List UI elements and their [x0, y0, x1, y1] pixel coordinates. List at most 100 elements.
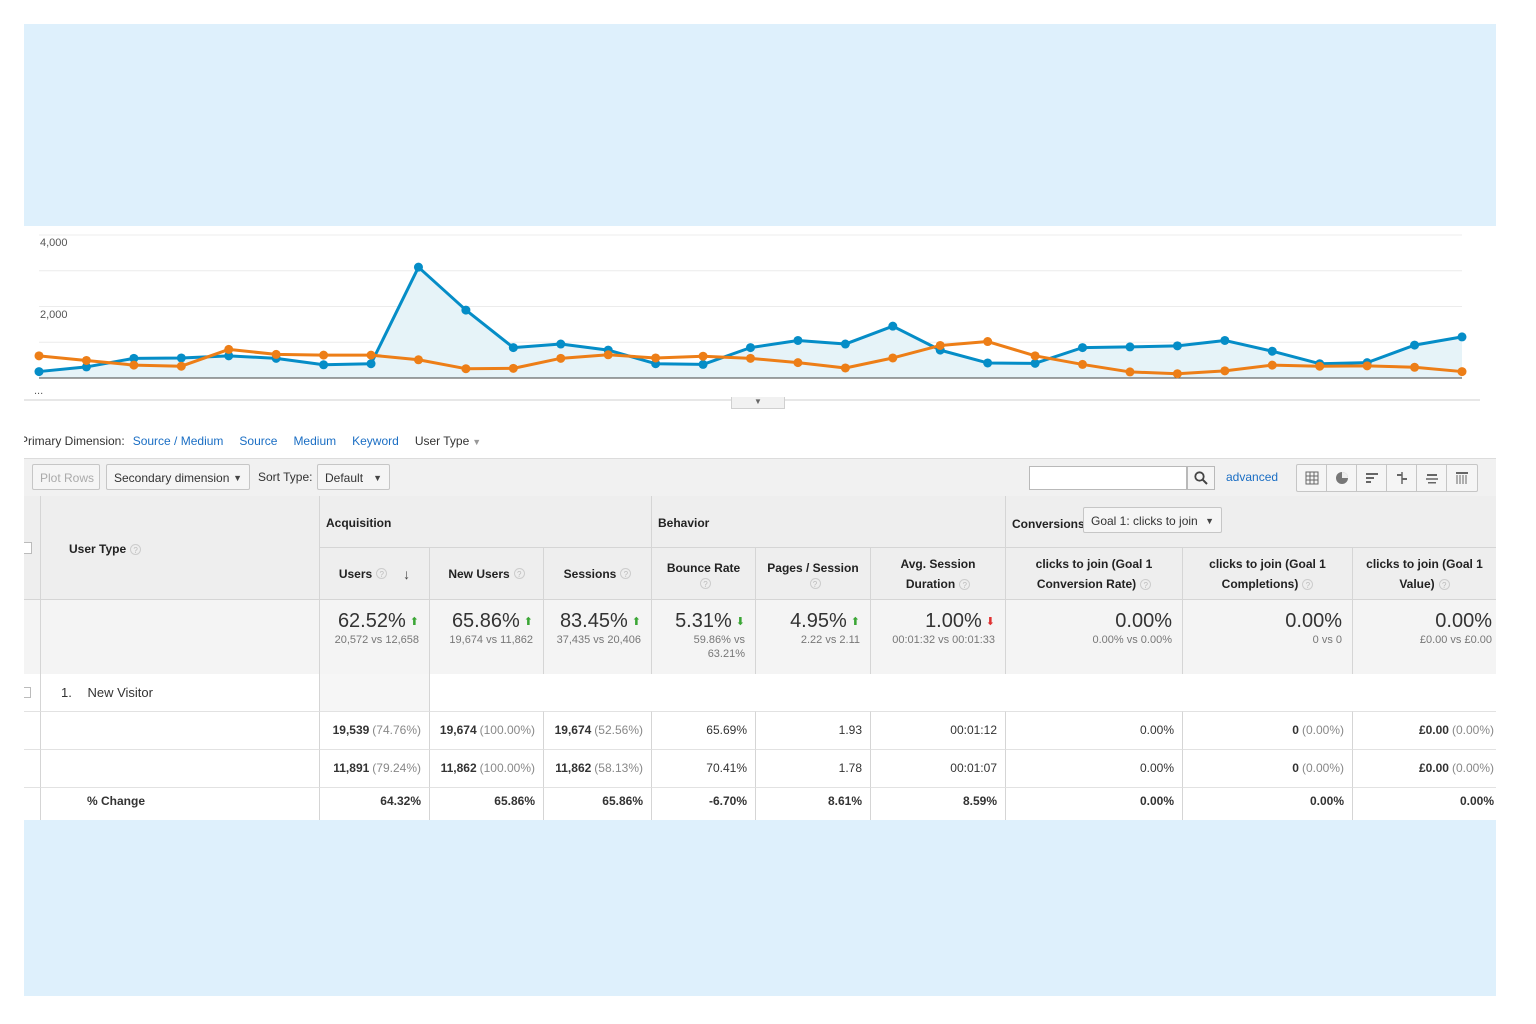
data-point[interactable]	[1125, 367, 1135, 377]
data-point[interactable]	[651, 353, 661, 363]
data-point[interactable]	[1172, 341, 1182, 351]
advanced-filter-link[interactable]: advanced	[1226, 470, 1279, 484]
col-header-sessions[interactable]: Sessions?	[543, 548, 651, 600]
data-point[interactable]	[1457, 367, 1467, 377]
col-header-avg-session-duration[interactable]: Avg. Session Duration?	[870, 548, 1005, 600]
comparison-view-button[interactable]	[1387, 465, 1417, 491]
dimension-link-keyword[interactable]: Keyword	[352, 434, 399, 448]
term-cloud-view-button[interactable]	[1417, 465, 1447, 491]
help-icon[interactable]: ?	[809, 578, 821, 589]
sort-descending-icon[interactable]: ↓	[403, 565, 411, 582]
data-point[interactable]	[603, 350, 613, 360]
col-header-users[interactable]: Users? ↓	[319, 548, 429, 600]
data-point[interactable]	[271, 349, 281, 359]
dimension-link-source-medium[interactable]: Source / Medium	[132, 434, 224, 448]
goal-selector-dropdown[interactable]: Goal 1: clicks to join ▼	[1083, 507, 1222, 533]
data-point[interactable]	[176, 361, 186, 371]
data-point[interactable]	[698, 359, 708, 369]
data-point[interactable]	[1410, 340, 1420, 350]
col-header-goal-conversion-rate[interactable]: clicks to join (Goal 1 Conversion Rate)?	[1005, 548, 1182, 600]
row-checkbox[interactable]	[24, 687, 31, 698]
data-point[interactable]	[888, 353, 898, 363]
help-icon[interactable]: ?	[1140, 578, 1152, 590]
data-point[interactable]	[1267, 346, 1277, 356]
data-point[interactable]	[224, 344, 234, 354]
data-point[interactable]	[81, 355, 91, 365]
data-point[interactable]	[413, 262, 423, 272]
col-header-new-users[interactable]: New Users?	[429, 548, 543, 600]
data-point[interactable]	[746, 343, 755, 353]
data-point[interactable]	[983, 358, 993, 368]
data-point[interactable]	[1220, 366, 1230, 376]
pie-view-button[interactable]	[1327, 465, 1357, 491]
cell-value: 11,862	[440, 761, 477, 775]
cell-value: 0	[1292, 761, 1299, 775]
data-point[interactable]	[935, 340, 945, 350]
data-point[interactable]	[888, 321, 898, 331]
help-icon[interactable]: ?	[1302, 578, 1314, 590]
help-icon[interactable]: ?	[130, 544, 142, 556]
data-point[interactable]	[461, 364, 471, 374]
help-icon[interactable]: ?	[376, 568, 388, 579]
data-point[interactable]	[176, 353, 186, 363]
data-point[interactable]	[793, 335, 803, 345]
performance-view-button[interactable]	[1357, 465, 1387, 491]
data-point[interactable]	[129, 353, 139, 363]
data-point[interactable]	[1315, 361, 1325, 371]
data-point[interactable]	[840, 363, 850, 373]
data-point[interactable]	[366, 350, 376, 360]
data-point[interactable]	[413, 355, 423, 365]
data-point[interactable]	[1457, 332, 1467, 342]
dimension-link-medium[interactable]: Medium	[293, 434, 337, 448]
data-point[interactable]	[34, 367, 44, 377]
help-icon[interactable]: ?	[1438, 578, 1450, 590]
dimension-link-user-type[interactable]: User Type ▼	[415, 434, 481, 448]
secondary-dimension-dropdown[interactable]: Secondary dimension ▼	[106, 464, 250, 490]
col-header-bounce-rate[interactable]: Bounce Rate?	[651, 548, 755, 600]
data-point[interactable]	[556, 353, 566, 363]
data-point[interactable]	[840, 339, 850, 349]
data-point[interactable]	[1078, 343, 1088, 353]
data-point[interactable]	[1030, 358, 1040, 368]
search-button[interactable]	[1187, 466, 1215, 490]
data-point[interactable]	[556, 339, 566, 349]
data-point[interactable]	[1220, 335, 1230, 345]
data-point[interactable]	[1125, 342, 1135, 352]
data-point[interactable]	[698, 351, 708, 361]
data-point[interactable]	[319, 350, 329, 360]
data-point[interactable]	[81, 362, 91, 372]
data-point[interactable]	[1362, 361, 1372, 371]
data-point[interactable]	[34, 351, 44, 361]
select-all-checkbox[interactable]	[24, 542, 32, 554]
data-point[interactable]	[793, 358, 803, 368]
data-point[interactable]	[1410, 362, 1420, 372]
data-point[interactable]	[129, 360, 139, 370]
data-point[interactable]	[508, 363, 518, 373]
data-point[interactable]	[746, 353, 755, 363]
data-point[interactable]	[1172, 369, 1182, 379]
chart-expand-handle[interactable]: ▼	[731, 397, 785, 409]
data-point[interactable]	[508, 343, 518, 353]
help-icon[interactable]: ?	[620, 568, 632, 579]
help-icon[interactable]: ?	[700, 578, 711, 589]
sort-type-dropdown[interactable]: Default ▼	[317, 464, 390, 490]
help-icon[interactable]: ?	[959, 578, 971, 590]
col-header-pages-session[interactable]: Pages / Session?	[755, 548, 870, 600]
table-row-dimension[interactable]: 1. New Visitor	[40, 674, 319, 711]
data-point[interactable]	[983, 337, 993, 347]
data-point[interactable]	[1267, 360, 1277, 370]
table-view-button[interactable]	[1297, 465, 1327, 491]
data-point[interactable]	[461, 305, 471, 315]
data-point[interactable]	[224, 351, 234, 361]
plot-rows-button[interactable]: Plot Rows	[32, 464, 100, 490]
table-search-input[interactable]	[1029, 466, 1187, 490]
col-header-goal-value[interactable]: clicks to join (Goal 1 Value)?	[1352, 548, 1496, 600]
pivot-view-button[interactable]	[1447, 465, 1477, 491]
dimension-link-source[interactable]: Source	[239, 434, 278, 448]
data-point[interactable]	[366, 359, 376, 369]
data-point[interactable]	[1030, 351, 1040, 361]
help-icon[interactable]: ?	[513, 568, 525, 579]
data-point[interactable]	[1078, 359, 1088, 369]
col-header-goal-completions[interactable]: clicks to join (Goal 1 Completions)?	[1182, 548, 1352, 600]
data-point[interactable]	[319, 360, 329, 370]
